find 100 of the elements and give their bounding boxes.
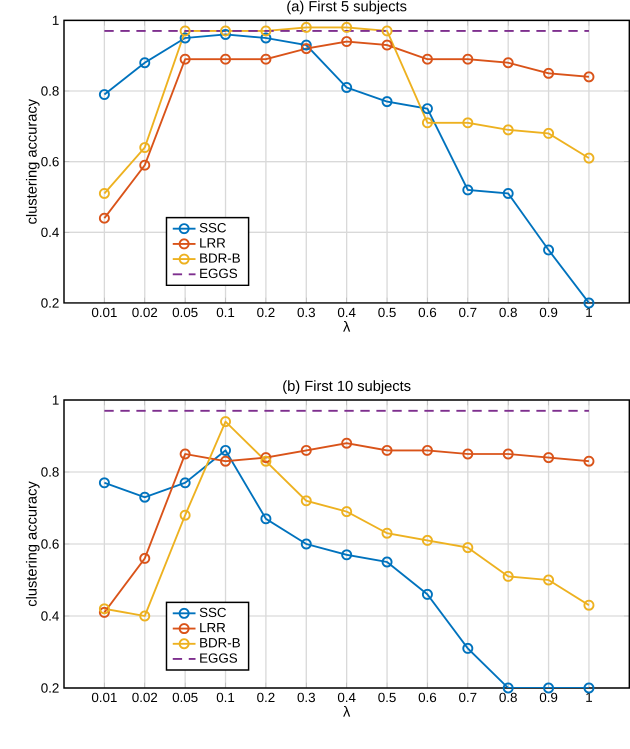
x-tick-label: 0.7 [459, 308, 476, 318]
x-tick-label: 0.5 [378, 692, 396, 702]
y-tick-label: 0.6 [41, 539, 59, 549]
x-tick-label: 0.1 [216, 308, 234, 318]
point [180, 32, 191, 44]
x-tick-label: 0.9 [540, 308, 558, 318]
point [462, 117, 474, 128]
point [98, 477, 110, 488]
point [98, 89, 110, 100]
x-axis-title: λ [343, 320, 350, 332]
point [139, 57, 150, 68]
y-tick-label: 0.8 [41, 467, 59, 477]
x-tick-label: 0.01 [92, 692, 117, 702]
y-tick-label: 0.4 [41, 611, 59, 621]
point [98, 606, 110, 618]
x-tick-label: 0.4 [338, 692, 356, 702]
point [341, 22, 352, 33]
point [220, 54, 231, 65]
point [543, 452, 554, 464]
point [98, 188, 110, 199]
point [180, 510, 191, 521]
point [502, 570, 514, 582]
point [300, 495, 312, 506]
x-tick-label: 0.8 [499, 692, 517, 702]
point [422, 54, 433, 65]
point [180, 448, 191, 460]
point [583, 456, 594, 467]
point [220, 28, 231, 40]
x-tick-label: 0.2 [257, 692, 275, 702]
legend-label: LRR [200, 238, 226, 248]
legend-label: EGGS [200, 268, 238, 278]
point [139, 142, 150, 153]
point [583, 71, 594, 82]
point [382, 556, 393, 568]
point [543, 128, 554, 139]
point [139, 610, 150, 622]
point [300, 43, 312, 54]
x-tick-label: 0.7 [459, 692, 476, 702]
x-tick-label: 0.02 [132, 692, 158, 702]
y-axis-title: clustering accuracy [26, 98, 40, 224]
chart-title: (b) First 10 subjects [283, 380, 410, 394]
point [583, 152, 594, 164]
point [422, 103, 433, 114]
point [583, 298, 594, 308]
x-tick-label: 0.3 [298, 692, 315, 702]
point [220, 456, 231, 467]
point [502, 448, 514, 460]
y-tick-label: 0.2 [41, 683, 59, 693]
point [422, 117, 433, 128]
point [462, 642, 474, 654]
x-tick-label: 0.9 [540, 692, 558, 702]
x-tick-label: 0.05 [172, 692, 198, 702]
y-tick-label: 1 [52, 16, 59, 25]
point [462, 54, 474, 65]
point [422, 588, 433, 600]
point [300, 22, 312, 33]
point [300, 538, 312, 550]
point [139, 552, 150, 564]
point [220, 25, 231, 36]
x-tick-label: 0.01 [92, 308, 117, 318]
point [220, 416, 231, 428]
legend-label: BDR-B [200, 253, 240, 263]
x-tick-label: 0.4 [338, 308, 356, 318]
x-tick-label: 0.6 [418, 692, 436, 702]
point [502, 124, 514, 136]
legend-label: LRR [200, 622, 226, 632]
legend-label: SSC [200, 608, 226, 618]
point [422, 534, 433, 546]
point [260, 513, 272, 524]
point [543, 574, 554, 586]
point [341, 36, 352, 47]
y-tick-label: 0.6 [41, 156, 59, 166]
legend-label: EGGS [200, 653, 238, 663]
point [341, 438, 352, 449]
point [422, 444, 433, 456]
point [382, 528, 393, 539]
x-tick-label: 0.1 [216, 692, 234, 702]
point [260, 456, 272, 467]
x-tick-label: 0.05 [172, 308, 198, 318]
point [180, 25, 191, 36]
x-tick-label: 0.5 [378, 308, 396, 318]
y-tick-label: 1 [52, 395, 59, 405]
y-tick-label: 0.8 [41, 86, 59, 96]
legend-label: BDR-B [200, 638, 240, 648]
chart-title: (a) First 5 subjects [287, 0, 406, 14]
point [341, 549, 352, 560]
point [341, 82, 352, 93]
point [462, 448, 474, 460]
legend-label: SSC [200, 223, 226, 232]
point [300, 444, 312, 456]
point [98, 603, 110, 614]
point [382, 444, 393, 456]
x-tick-label: 0.2 [257, 308, 275, 318]
x-tick-label: 1 [586, 692, 592, 702]
point [382, 40, 393, 51]
point [139, 160, 150, 171]
point [260, 54, 272, 65]
point [462, 184, 474, 196]
x-tick-label: 0.8 [499, 308, 517, 318]
point [260, 32, 272, 44]
